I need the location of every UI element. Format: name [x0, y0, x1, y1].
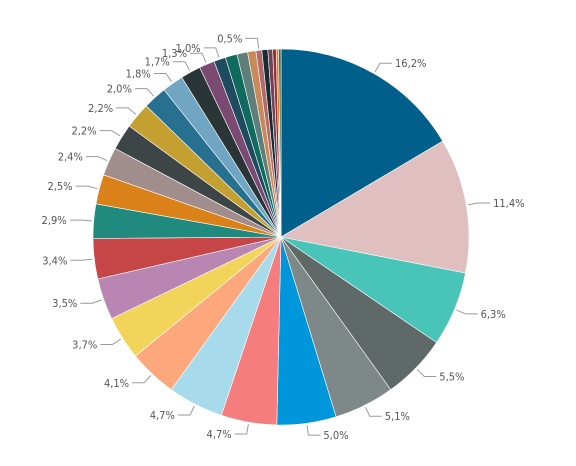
- leader-line-19: [153, 73, 173, 82]
- leader-line-9: [132, 375, 152, 384]
- data-label-12: 3,4%: [42, 254, 67, 267]
- data-label-5: 5,1%: [385, 410, 410, 423]
- data-label-19: 1,8%: [126, 68, 151, 81]
- leader-line-20: [172, 61, 191, 71]
- leader-line-3: [456, 309, 478, 315]
- leader-line-11: [80, 299, 102, 304]
- leader-line-16: [99, 130, 121, 137]
- data-label-11: 3,5%: [52, 297, 77, 310]
- leader-line-22: [203, 47, 220, 58]
- data-label-16: 2,2%: [71, 125, 96, 138]
- data-label-20: 1,7%: [145, 56, 170, 69]
- data-label-6: 5,0%: [323, 429, 348, 442]
- data-label-14: 2,5%: [47, 180, 72, 193]
- leader-line-21: [190, 52, 207, 63]
- leader-line-4: [416, 369, 437, 377]
- leader-line-26: [245, 37, 260, 49]
- data-label-10: 3,7%: [72, 339, 97, 352]
- data-label-13: 2,9%: [42, 214, 67, 227]
- leader-line-6: [306, 425, 321, 436]
- data-label-3: 6,3%: [481, 308, 506, 321]
- pie-slices: [92, 48, 470, 426]
- data-label-26: 0,5%: [217, 32, 242, 45]
- data-label-1: 16,2%: [395, 57, 426, 70]
- leader-line-13: [69, 219, 92, 222]
- leader-line-5: [364, 406, 382, 417]
- leader-line-7: [234, 424, 249, 435]
- data-label-4: 5,5%: [439, 371, 464, 384]
- data-label-15: 2,4%: [58, 151, 83, 164]
- leader-line-15: [85, 156, 108, 162]
- leader-line-12: [70, 258, 93, 261]
- pie-slice-31: [278, 48, 282, 238]
- leader-line-10: [100, 338, 122, 345]
- leader-line-8: [177, 405, 195, 416]
- leader-line-18: [134, 88, 154, 97]
- pie-slice-2: [280, 140, 470, 274]
- pie-slice-1: [280, 48, 444, 238]
- leader-line-1: [374, 62, 392, 73]
- leader-lines: [69, 37, 491, 436]
- leader-line-2: [468, 202, 491, 206]
- leader-line-14: [75, 185, 98, 190]
- data-label-8: 4,7%: [150, 409, 175, 422]
- data-label-22: 1,0%: [176, 42, 201, 55]
- data-label-21: 1,3%: [162, 47, 187, 60]
- data-label-7: 4,7%: [207, 428, 232, 441]
- data-label-17: 2,2%: [88, 102, 113, 115]
- data-label-18: 2,0%: [107, 83, 132, 96]
- data-label-2: 11,4%: [493, 197, 524, 210]
- data-label-9: 4,1%: [104, 377, 129, 390]
- leader-line-17: [116, 107, 137, 115]
- data-labels: 16,2% 11,4% 6,3% 5,5% 5,1% 5,0% 4,7% 4,7% 4,1% 3,…: [42, 32, 525, 442]
